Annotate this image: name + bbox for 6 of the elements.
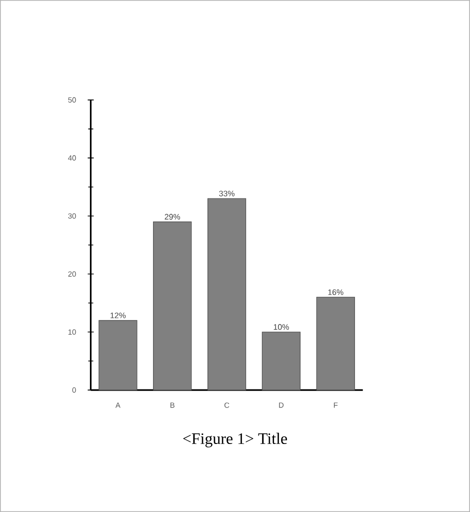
bar bbox=[208, 198, 246, 390]
bar bbox=[262, 332, 301, 390]
bar bbox=[153, 221, 192, 390]
bar bbox=[98, 320, 138, 390]
bar bbox=[316, 296, 355, 390]
text: <Figure 1> Title bbox=[183, 432, 288, 448]
